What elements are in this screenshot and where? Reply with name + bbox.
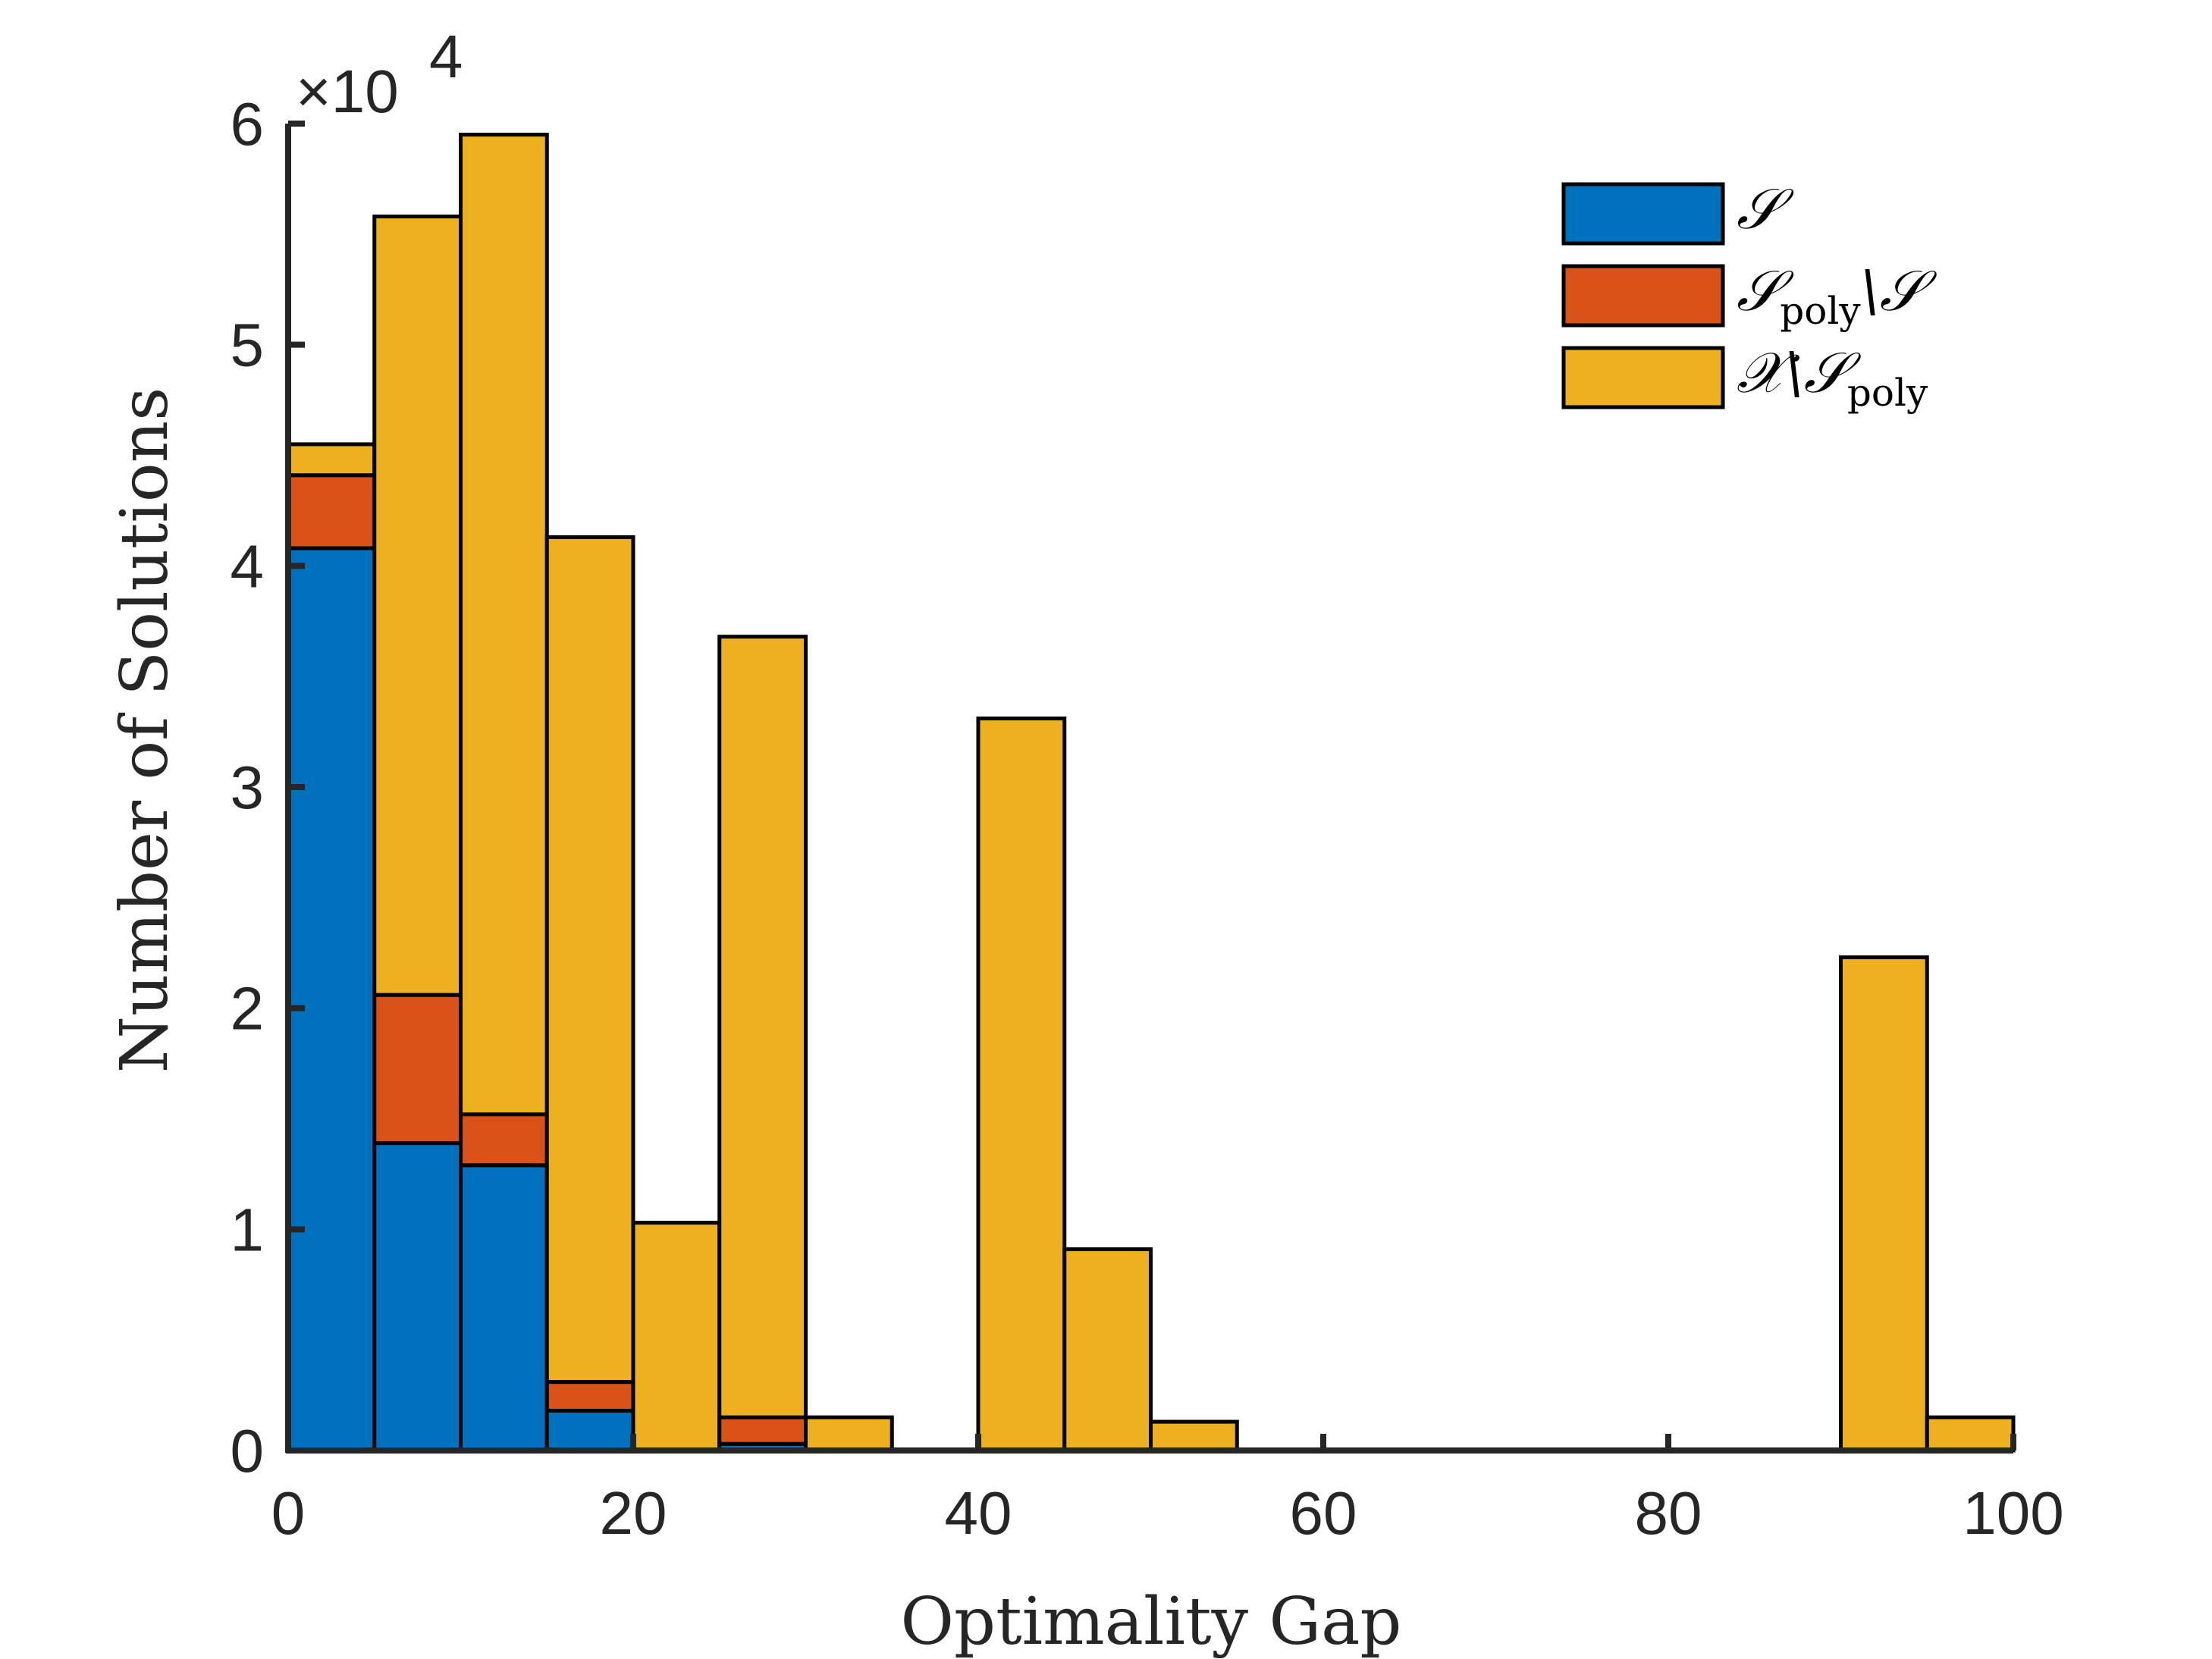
y-exponent-label: ×10: [296, 58, 399, 125]
y-tick-label: 1: [231, 1196, 265, 1263]
bar-x-minus-spoly-bin-19: [1925, 1415, 2016, 1453]
x-tick-label: 20: [600, 1479, 667, 1547]
legend-swatch-0: [1561, 182, 1725, 246]
bar-x-minus-spoly-bin-0: [286, 442, 377, 478]
ticks-layer: 0 20 40 60 80 100 0 1 2 3 4 5 6: [231, 90, 2064, 1547]
y-tick-label: 0: [231, 1417, 265, 1485]
x-tick-label: 60: [1290, 1479, 1357, 1547]
bar-x-minus-spoly-bin-3: [544, 535, 635, 1385]
bar-x-minus-spoly-bin-6: [804, 1415, 894, 1453]
bar-x-minus-spoly-bin-8: [976, 717, 1067, 1453]
bar-s-bin-3: [544, 1409, 635, 1453]
bar-x-minus-spoly-bin-18: [1839, 955, 1929, 1453]
legend-swatch-2: [1561, 346, 1725, 409]
bar-s-bin-1: [372, 1141, 463, 1453]
y-tick-label: 2: [231, 975, 265, 1043]
bar-x-minus-spoly-bin-9: [1062, 1247, 1153, 1453]
legend: 𝒮 𝒮poly\𝒮𝒳\𝒮poly: [1561, 177, 1937, 415]
x-tick-label: 100: [1963, 1479, 2063, 1547]
y-tick-label: 3: [231, 754, 265, 821]
bar-s-bin-0: [286, 546, 377, 1453]
bar-s-bin-2: [459, 1163, 549, 1453]
bar-spoly-minus-s-bin-2: [459, 1112, 549, 1168]
legend-label-2: 𝒳\𝒮poly: [1737, 340, 1928, 415]
bar-x-minus-spoly-bin-10: [1149, 1419, 1239, 1453]
legend-swatch-1: [1561, 264, 1725, 328]
bars-layer: [286, 133, 2016, 1453]
y-exponent-power: 4: [429, 23, 463, 90]
bar-spoly-minus-s-bin-5: [717, 1415, 808, 1446]
x-tick-label: 0: [271, 1479, 306, 1547]
legend-label-1: 𝒮poly\𝒮: [1737, 259, 1937, 333]
y-tick-label: 6: [231, 90, 265, 158]
bar-spoly-minus-s-bin-3: [544, 1380, 635, 1413]
x-tick-label: 80: [1635, 1479, 1702, 1547]
bar-spoly-minus-s-bin-1: [372, 993, 463, 1146]
y-tick-label: 5: [231, 312, 265, 379]
y-tick-label: 4: [231, 532, 265, 600]
bar-x-minus-spoly-bin-1: [372, 215, 463, 997]
bar-x-minus-spoly-bin-4: [631, 1221, 722, 1453]
bar-x-minus-spoly-bin-5: [717, 635, 808, 1419]
x-axis-label: Optimality Gap: [901, 1584, 1402, 1659]
bar-x-minus-spoly-bin-2: [459, 133, 549, 1117]
x-tick-label: 40: [945, 1479, 1012, 1547]
legend-label-0: 𝒮: [1737, 177, 1794, 242]
bar-spoly-minus-s-bin-0: [286, 473, 377, 550]
y-axis-label: Number of Solutions: [107, 387, 183, 1073]
